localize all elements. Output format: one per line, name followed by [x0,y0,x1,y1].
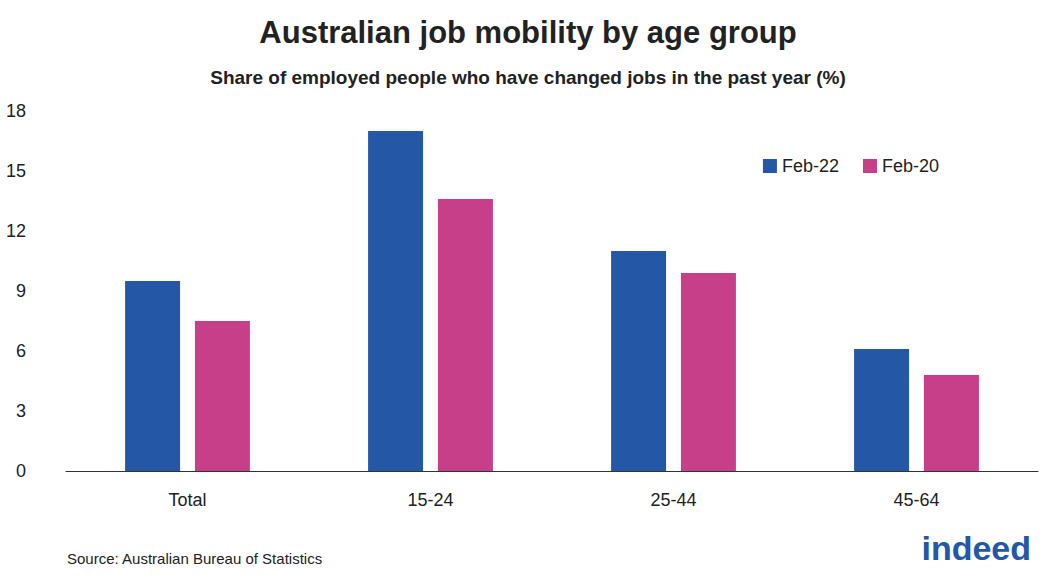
svg-text:3: 3 [16,401,26,421]
svg-text:15: 15 [6,161,26,181]
svg-text:Feb-22: Feb-22 [782,156,839,176]
svg-text:Total: Total [168,490,206,510]
svg-text:18: 18 [6,101,26,121]
svg-text:9: 9 [16,281,26,301]
svg-text:15-24: 15-24 [407,490,453,510]
svg-text:Australian job mobility by age: Australian job mobility by age group [259,15,796,50]
svg-text:12: 12 [6,221,26,241]
svg-text:0: 0 [16,461,26,481]
svg-text:Feb-20: Feb-20 [882,156,939,176]
svg-text:6: 6 [16,341,26,361]
svg-text:Share of employed people who h: Share of employed people who have change… [210,67,846,88]
svg-text:45-64: 45-64 [893,490,939,510]
svg-text:25-44: 25-44 [650,490,696,510]
svg-text:Source: Australian Bureau of S: Source: Australian Bureau of Statistics [67,550,322,567]
svg-text:indeed: indeed [921,529,1031,567]
